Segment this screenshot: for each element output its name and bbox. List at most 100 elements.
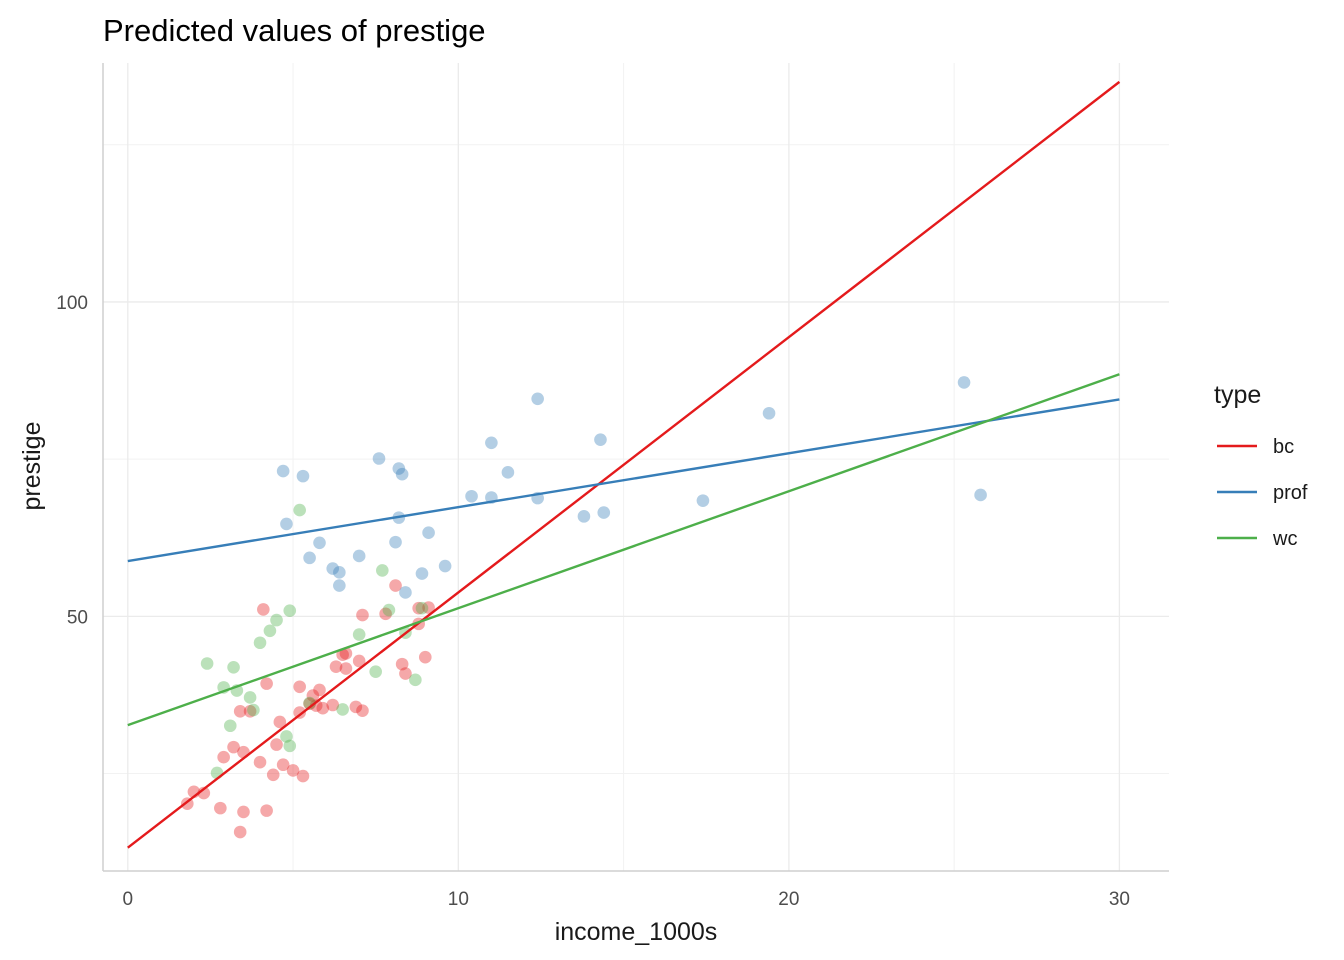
data-point-prof — [597, 506, 611, 519]
data-point-wc — [253, 636, 267, 650]
tick-labels: 0 10 20 30 50 100 — [56, 293, 1130, 910]
data-point-wc — [376, 564, 389, 577]
data-point-prof — [389, 535, 402, 549]
data-point-bc — [217, 750, 230, 764]
data-point-prof — [957, 376, 971, 389]
data-point-bc — [399, 667, 412, 680]
x-tick-label: 30 — [1109, 889, 1130, 910]
data-point-bc — [293, 706, 306, 719]
data-point-bc — [237, 745, 250, 759]
data-point-bc — [237, 805, 250, 819]
data-point-wc — [263, 624, 277, 638]
data-point-bc — [418, 650, 432, 664]
data-point-bc — [197, 786, 211, 800]
data-point-prof — [531, 392, 544, 406]
data-point-bc — [257, 603, 270, 616]
data-point-bc — [293, 680, 306, 694]
data-point-prof — [465, 489, 478, 503]
legend: type bc prof wc — [1214, 381, 1308, 550]
data-point-bc — [313, 683, 326, 697]
data-point-bc — [349, 700, 363, 714]
data-point-wc — [352, 628, 366, 641]
data-point-prof — [762, 406, 776, 420]
data-points — [180, 376, 987, 839]
fit-lines — [127, 80, 1121, 849]
data-point-wc — [200, 657, 214, 670]
data-point-bc — [243, 704, 257, 718]
data-point-bc — [329, 660, 343, 673]
data-point-bc — [336, 648, 349, 661]
data-point-bc — [270, 738, 283, 751]
legend-label-bc: bc — [1273, 436, 1294, 458]
data-point-wc — [283, 604, 297, 617]
data-point-bc — [303, 697, 316, 711]
fit-line-wc — [127, 373, 1120, 727]
data-point-wc — [247, 703, 260, 717]
data-point-prof — [296, 469, 310, 483]
data-point-prof — [333, 579, 346, 592]
data-point-prof — [326, 562, 340, 575]
data-point-bc — [422, 601, 435, 614]
data-point-prof — [352, 549, 366, 563]
data-point-prof — [696, 494, 710, 507]
data-point-bc — [273, 715, 287, 729]
data-point-prof — [395, 467, 409, 481]
data-point-bc — [356, 608, 369, 622]
data-point-wc — [223, 719, 237, 733]
data-point-bc — [326, 698, 340, 712]
data-point-wc — [415, 601, 429, 615]
x-tick-label: 0 — [123, 889, 134, 910]
data-point-prof — [399, 586, 412, 599]
data-point-wc — [227, 660, 240, 674]
data-point-bc — [260, 677, 273, 690]
data-point-wc — [382, 603, 396, 617]
data-point-bc — [253, 755, 267, 769]
data-point-prof — [333, 566, 346, 579]
grid — [103, 63, 1169, 871]
data-point-bc — [356, 704, 369, 717]
data-point-wc — [293, 503, 306, 517]
data-point-wc — [336, 703, 349, 716]
data-point-prof — [276, 464, 290, 478]
data-point-wc — [243, 691, 257, 704]
data-point-prof — [422, 526, 435, 540]
legend-label-wc: wc — [1272, 528, 1297, 550]
data-point-bc — [233, 704, 247, 718]
data-point-bc — [412, 601, 425, 615]
data-point-prof — [372, 452, 386, 465]
data-point-prof — [485, 436, 498, 450]
data-point-prof — [438, 559, 452, 573]
data-point-prof — [313, 536, 326, 550]
data-point-wc — [283, 739, 297, 753]
y-tick-label: 100 — [56, 293, 88, 314]
x-tick-label: 10 — [448, 889, 469, 910]
x-tick-label: 20 — [778, 889, 799, 910]
data-point-bc — [389, 579, 402, 592]
axes — [102, 63, 1169, 872]
data-point-prof — [577, 510, 591, 523]
data-point-bc — [395, 657, 409, 671]
legend-label-prof: prof — [1273, 482, 1308, 504]
data-point-bc — [286, 764, 300, 777]
data-point-bc — [233, 825, 247, 839]
data-point-wc — [409, 673, 422, 687]
data-point-prof — [501, 466, 515, 479]
data-point-wc — [369, 665, 382, 678]
data-point-bc — [214, 801, 227, 815]
data-point-prof — [303, 551, 316, 565]
y-tick-label: 50 — [67, 607, 88, 628]
data-point-prof — [280, 517, 293, 531]
fit-line-prof — [127, 398, 1120, 563]
y-axis-title: prestige — [18, 422, 46, 511]
data-point-bc — [309, 699, 323, 712]
data-point-bc — [260, 804, 273, 817]
data-point-prof — [415, 567, 429, 580]
data-point-bc — [352, 654, 366, 668]
legend-title: type — [1214, 381, 1261, 409]
data-point-bc — [266, 768, 280, 782]
data-point-bc — [227, 740, 240, 754]
data-point-bc — [276, 758, 290, 772]
data-point-bc — [306, 689, 320, 702]
fit-line-bc — [127, 80, 1121, 849]
